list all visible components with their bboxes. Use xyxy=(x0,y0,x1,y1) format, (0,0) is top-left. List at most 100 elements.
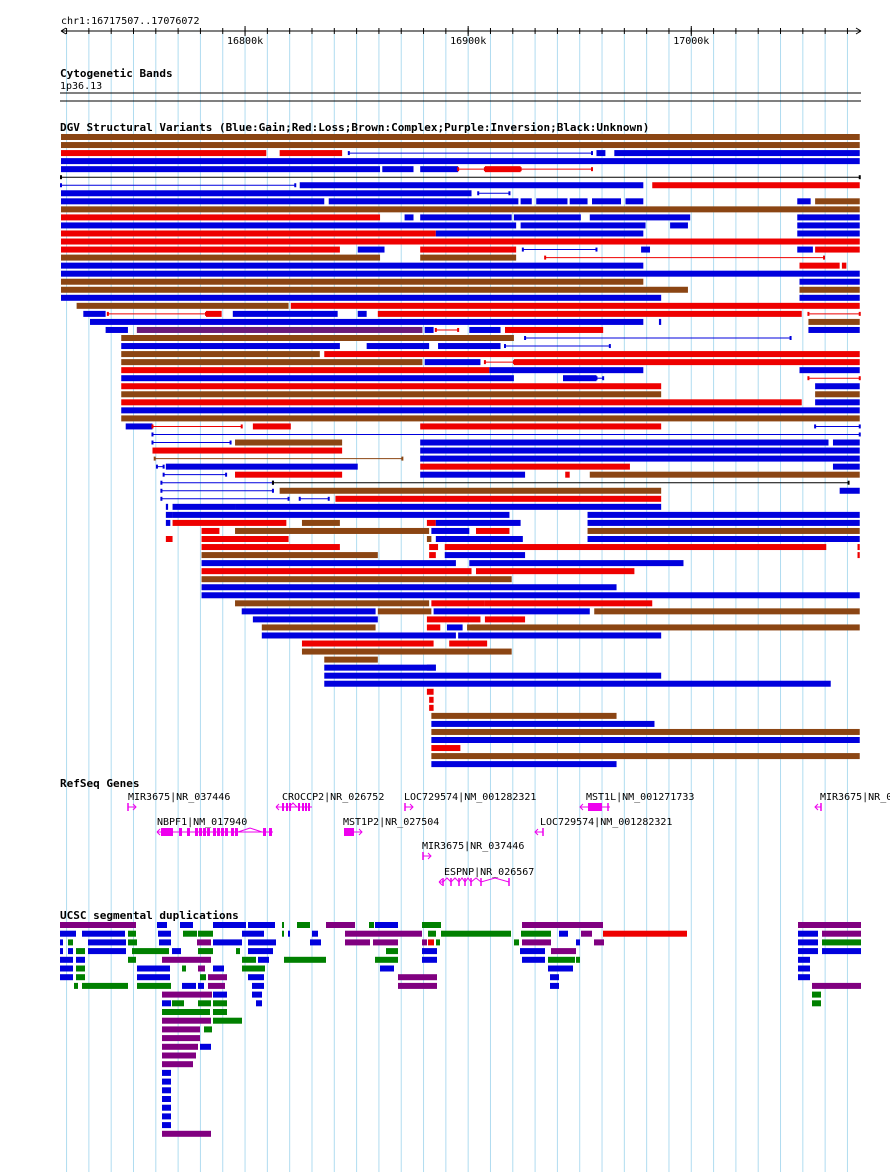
dgv-variant xyxy=(435,230,644,237)
segdup-feature xyxy=(162,1096,171,1102)
dgv-track[interactable]: DGV Structural Variants (Blue:Gain;Red:L… xyxy=(60,121,861,768)
segdup-feature xyxy=(422,956,437,963)
segdup-feature xyxy=(428,939,434,946)
segdup-feature xyxy=(162,1009,210,1015)
dgv-variant xyxy=(429,552,436,559)
segdup-feature xyxy=(162,1113,171,1120)
dgv-variant xyxy=(596,150,606,157)
dgv-variant xyxy=(424,326,434,333)
dgv-variant xyxy=(61,222,517,229)
ruler-track[interactable]: chr1:16717507..17076072 16800k 16900k 1700… xyxy=(60,16,862,47)
segdup-feature xyxy=(576,939,580,946)
segdup-track[interactable]: UCSC segmental duplications xyxy=(60,909,861,1137)
segdup-feature xyxy=(282,922,284,928)
dgv-variant xyxy=(449,640,488,647)
cytoband-label: 1p36.13 xyxy=(60,81,102,92)
dgv-variant xyxy=(458,632,662,639)
segdup-feature xyxy=(88,939,126,946)
segdup-feature xyxy=(162,1061,193,1068)
dgv-variant xyxy=(857,544,860,551)
dgv-variant xyxy=(841,262,847,269)
ruler-tick-label: 16900k xyxy=(450,36,486,47)
dgv-variant xyxy=(172,519,287,526)
segdup-feature xyxy=(68,948,73,955)
dgv-variant xyxy=(165,511,173,518)
dgv-variant xyxy=(201,544,340,551)
dgv-variant xyxy=(857,552,860,559)
gene-exon xyxy=(195,828,198,836)
dgv-variant xyxy=(431,737,860,743)
gene-strand-arrow xyxy=(814,803,821,811)
gene-intron xyxy=(237,827,263,833)
dgv-variant xyxy=(420,463,630,470)
segdup-feature xyxy=(180,922,193,928)
dgv-variant xyxy=(172,511,510,518)
segdup-feature xyxy=(422,922,441,928)
dgv-variant xyxy=(324,664,436,671)
dgv-variant xyxy=(357,310,367,317)
segdup-feature xyxy=(198,948,213,955)
dgv-variant xyxy=(261,624,376,631)
dgv-variant xyxy=(61,230,436,237)
segdup-feature xyxy=(162,1052,196,1059)
gene-exon xyxy=(217,828,220,836)
dgv-variant xyxy=(658,318,662,325)
dgv-variant xyxy=(121,335,514,341)
gene-exon xyxy=(187,828,190,836)
dgv-variant xyxy=(201,576,512,583)
dgv-variant xyxy=(808,326,860,333)
dgv-variant xyxy=(815,383,860,390)
dgv-variant xyxy=(426,616,481,623)
dgv-variant xyxy=(475,568,635,575)
dgv-variant xyxy=(61,270,860,277)
segdup-feature xyxy=(288,930,290,937)
segdup-feature xyxy=(284,956,326,963)
dgv-variant xyxy=(435,519,521,526)
segdup-feature xyxy=(82,930,125,937)
segdup-feature xyxy=(159,939,171,946)
segdup-feature xyxy=(198,1000,211,1007)
dgv-variant xyxy=(563,375,597,382)
segdup-feature xyxy=(798,922,861,928)
dgv-variant xyxy=(420,166,459,173)
dgv-variant xyxy=(165,463,358,470)
dgv-variant xyxy=(201,527,220,534)
dgv-variant xyxy=(420,254,517,261)
segdup-feature xyxy=(310,939,321,946)
segdup-feature xyxy=(82,982,128,989)
segdup-feature xyxy=(213,965,224,972)
segdup-feature xyxy=(76,974,85,981)
gene-label: MST1P2|NR_027504 xyxy=(343,817,439,828)
dgv-variant xyxy=(426,664,436,671)
dgv-variant xyxy=(799,278,860,285)
segdup-feature xyxy=(798,965,810,972)
gene-strand-arrow xyxy=(534,828,543,836)
dgv-variant xyxy=(121,383,662,390)
segdup-feature xyxy=(256,1000,262,1007)
dgv-variant xyxy=(201,592,860,599)
segdup-feature xyxy=(162,1130,211,1137)
dgv-variant xyxy=(335,495,662,502)
gene-exon xyxy=(203,828,206,836)
cytoband-track[interactable]: Cytogenetic Bands 1p36.13 xyxy=(60,67,861,102)
segdup-feature xyxy=(182,982,196,989)
dgv-variant xyxy=(235,527,430,534)
segdup-feature xyxy=(172,948,181,955)
dgv-variant xyxy=(241,608,376,615)
segdup-feature xyxy=(375,922,398,928)
gene-exon xyxy=(179,828,182,836)
dgv-variant xyxy=(121,391,662,398)
refseq-track[interactable]: RefSeq Genes MIR3675|NR_037446 CROCCP2|NR… xyxy=(60,777,890,886)
segdup-feature xyxy=(68,939,73,946)
gene-exon xyxy=(161,828,173,836)
segdup-feature xyxy=(213,1009,227,1015)
segdup-feature xyxy=(162,1043,198,1050)
segdup-feature xyxy=(74,982,78,989)
segdup-feature xyxy=(297,922,310,928)
dgv-variant xyxy=(589,471,860,478)
dgv-variant xyxy=(121,351,320,358)
dgv-variant xyxy=(324,680,831,687)
segdup-feature xyxy=(137,982,171,989)
dgv-variant xyxy=(61,150,267,157)
segdup-feature xyxy=(137,965,170,972)
